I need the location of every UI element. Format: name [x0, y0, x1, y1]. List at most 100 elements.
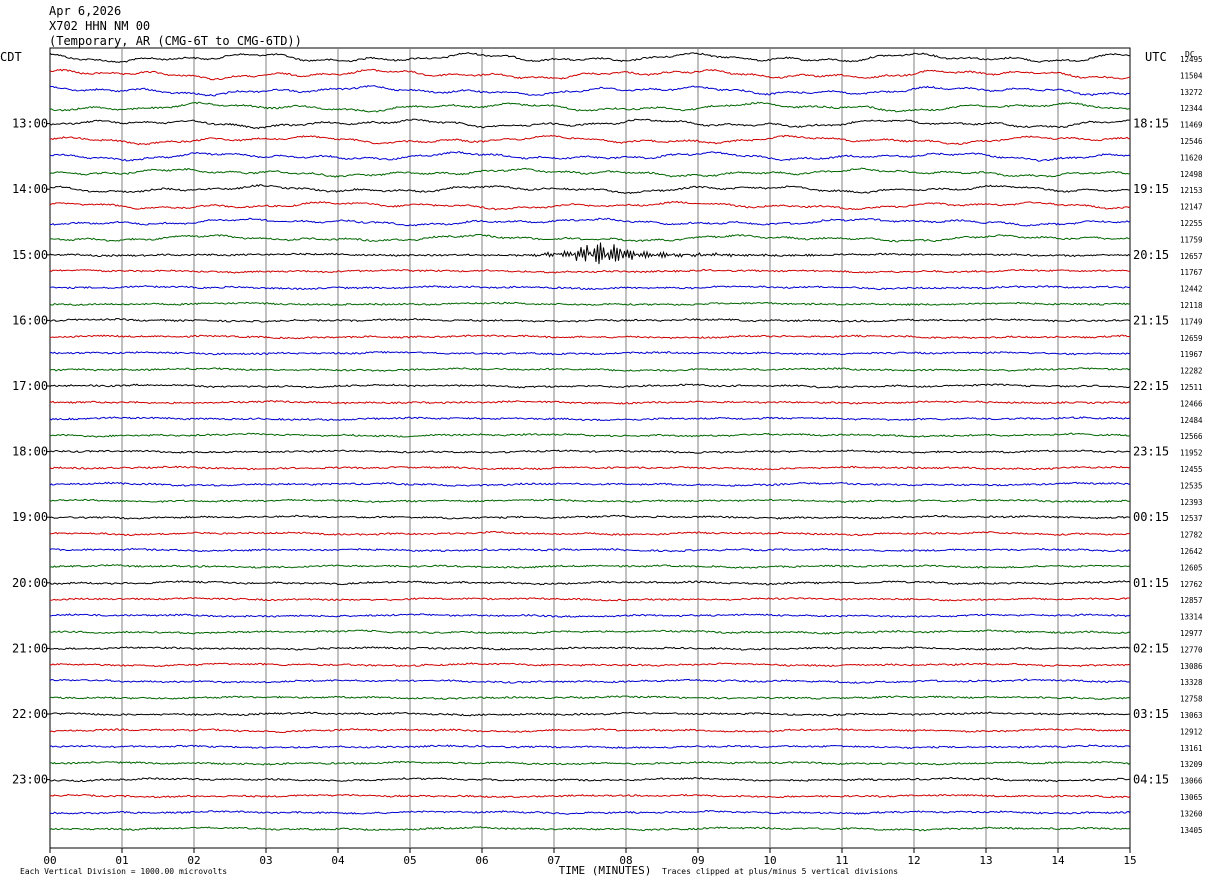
trace-line-6 [49, 134, 1131, 146]
station-code: X702 HHN NM 00 [49, 19, 151, 33]
dc-offset-label: 13405 [1180, 826, 1203, 835]
trace-line-36 [49, 629, 1131, 635]
dc-offset-label: 12758 [1180, 695, 1203, 704]
trace-line-31 [49, 547, 1131, 553]
dc-offset-label: 12782 [1180, 531, 1203, 540]
trace-line-41 [49, 711, 1131, 717]
left-hour-label: 20:00 [12, 576, 48, 590]
trace-line-38 [49, 662, 1131, 668]
trace-line-1 [49, 52, 1131, 63]
dc-offset-label: 12255 [1180, 219, 1203, 228]
right-hour-label: 23:15 [1133, 445, 1169, 459]
dc-offset-label: 12770 [1180, 645, 1203, 654]
x-tick-label: 15 [1123, 854, 1136, 867]
trace-line-35 [49, 613, 1131, 618]
dc-offset-label: 12442 [1180, 285, 1203, 294]
dc-offset-label: 12466 [1180, 399, 1203, 408]
dc-offset-label: 12605 [1180, 563, 1203, 572]
x-tick-label: 03 [259, 854, 272, 867]
trace-line-4 [49, 101, 1131, 113]
dc-offset-label: 12495 [1180, 55, 1203, 64]
trace-line-22 [49, 400, 1131, 405]
trace-line-45 [49, 776, 1131, 783]
dc-offset-label: 13209 [1180, 760, 1203, 769]
x-tick-label: 12 [907, 854, 920, 867]
dc-offset-label: 11759 [1180, 235, 1203, 244]
dc-offset-label: 13063 [1180, 711, 1203, 720]
left-hour-label: 14:00 [12, 182, 48, 196]
dc-offset-label: 12857 [1180, 596, 1203, 605]
dc-offset-label: 12118 [1180, 301, 1203, 310]
plot-frame [49, 47, 1131, 849]
trace-line-11 [49, 217, 1131, 227]
dc-offset-label: 11620 [1180, 153, 1203, 162]
x-tick-label: 08 [619, 854, 632, 867]
left-hour-label: 19:00 [12, 510, 48, 524]
left-timezone-label: CDT [0, 50, 22, 64]
dc-offset-label: 12546 [1180, 137, 1203, 146]
right-hour-label: 04:15 [1133, 773, 1169, 787]
x-tick-label: 07 [547, 854, 560, 867]
x-tick-label: 01 [115, 854, 128, 867]
x-tick-label: 11 [835, 854, 848, 867]
trace-line-23 [49, 416, 1131, 422]
scale-note: Each Vertical Division = 1000.00 microvo… [20, 867, 228, 876]
dc-offset-label: 12455 [1180, 465, 1203, 474]
dc-offset-label: 12344 [1180, 104, 1203, 113]
left-hour-label: 22:00 [12, 707, 48, 721]
trace-line-3 [49, 84, 1131, 97]
dc-offset-label: 13086 [1180, 662, 1203, 671]
right-hour-label: 19:15 [1133, 182, 1169, 196]
trace-line-16 [49, 301, 1131, 306]
dc-offset-label: 11749 [1180, 317, 1203, 326]
right-hour-label: 03:15 [1133, 707, 1169, 721]
trace-line-8 [49, 167, 1131, 178]
trace-line-5 [49, 118, 1131, 130]
trace-line-12 [49, 233, 1131, 243]
x-tick-label: 04 [331, 854, 345, 867]
dc-offset-label: 12393 [1180, 498, 1203, 507]
dc-offset-label: 12642 [1180, 547, 1203, 556]
trace-line-2 [49, 68, 1131, 81]
x-tick-label: 00 [43, 854, 56, 867]
left-hour-label: 16:00 [12, 313, 48, 327]
right-timezone-label: UTC [1145, 50, 1167, 64]
trace-line-7 [49, 151, 1131, 162]
left-hour-label: 13:00 [12, 117, 48, 131]
x-tick-label: 05 [403, 854, 416, 867]
trace-line-25 [49, 449, 1131, 454]
left-hour-label: 23:00 [12, 773, 48, 787]
trace-line-43 [49, 744, 1131, 750]
dc-offset-label: 13161 [1180, 744, 1203, 753]
clip-note: Traces clipped at plus/minus 5 vertical … [662, 867, 899, 876]
left-hour-label: 21:00 [12, 641, 48, 655]
x-tick-label: 09 [691, 854, 704, 867]
dc-offset-label: 12912 [1180, 727, 1203, 736]
trace-line-26 [49, 465, 1131, 471]
right-hour-label: 00:15 [1133, 510, 1169, 524]
dc-offset-label: 12762 [1180, 580, 1203, 589]
trace-line-18 [49, 334, 1131, 340]
dc-offset-label: 11952 [1180, 449, 1203, 458]
right-hour-label: 22:15 [1133, 379, 1169, 393]
trace-line-20 [49, 367, 1131, 372]
trace-line-42 [49, 728, 1131, 734]
trace-line-14 [49, 268, 1131, 274]
right-hour-label: 21:15 [1133, 313, 1169, 327]
dc-offset-label: 12282 [1180, 367, 1203, 376]
x-tick-label: 06 [475, 854, 488, 867]
dc-offset-label: 13314 [1180, 613, 1203, 622]
x-axis-label: TIME (MINUTES) [559, 864, 652, 877]
trace-line-13 [49, 242, 1131, 265]
plot-date: Apr 6,2026 [49, 4, 122, 18]
dc-offset-label: 12153 [1180, 186, 1203, 195]
dc-offset-label: 12498 [1180, 170, 1203, 179]
right-hour-label: 01:15 [1133, 576, 1169, 590]
dc-offset-label: 12659 [1180, 334, 1203, 343]
trace-line-37 [49, 646, 1131, 651]
right-hour-label: 02:15 [1133, 641, 1169, 655]
dc-offset-label: 13328 [1180, 678, 1203, 687]
trace-line-17 [49, 317, 1131, 323]
dc-offset-label: 12977 [1180, 629, 1203, 638]
dc-offset-label: 12511 [1180, 383, 1203, 392]
